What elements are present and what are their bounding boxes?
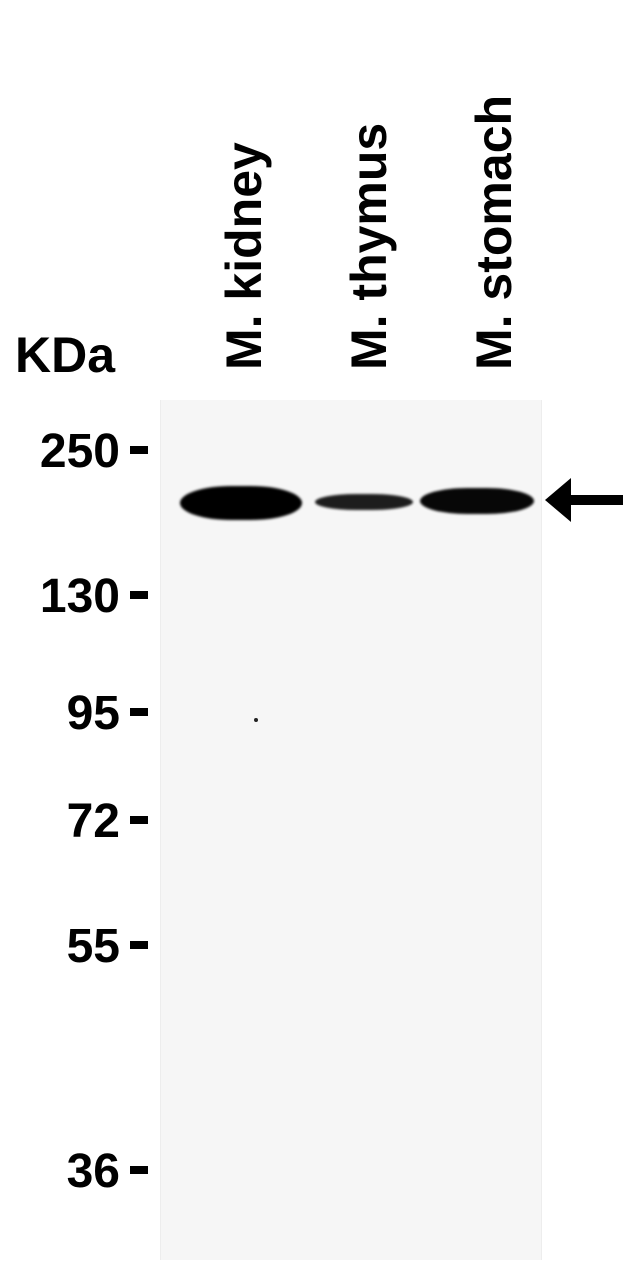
mw-tick-130 (130, 591, 148, 599)
mw-label-55: 55 (10, 919, 120, 974)
lane-label-stomach: M. stomach (465, 95, 523, 370)
band-stomach (420, 488, 534, 514)
noise-speck (254, 718, 258, 722)
mw-tick-250 (130, 446, 148, 454)
lane-label-kidney: M. kidney (215, 142, 273, 370)
mw-tick-95 (130, 708, 148, 716)
arrow-shaft (568, 495, 623, 505)
mw-label-95: 95 (10, 686, 120, 741)
mw-label-250: 250 (10, 424, 120, 479)
band-thymus (315, 494, 413, 510)
axis-title-kda: KDa (15, 326, 115, 384)
mw-tick-36 (130, 1166, 148, 1174)
mw-label-72: 72 (10, 794, 120, 849)
gel-membrane (160, 400, 542, 1260)
arrow-head-icon (545, 478, 571, 522)
band-kidney (180, 486, 302, 520)
lane-label-thymus: M. thymus (340, 123, 398, 370)
mw-tick-72 (130, 816, 148, 824)
western-blot-figure: KDa M. kidney M. thymus M. stomach 250 1… (0, 0, 635, 1280)
mw-tick-55 (130, 941, 148, 949)
mw-label-130: 130 (10, 569, 120, 624)
mw-label-36: 36 (10, 1144, 120, 1199)
